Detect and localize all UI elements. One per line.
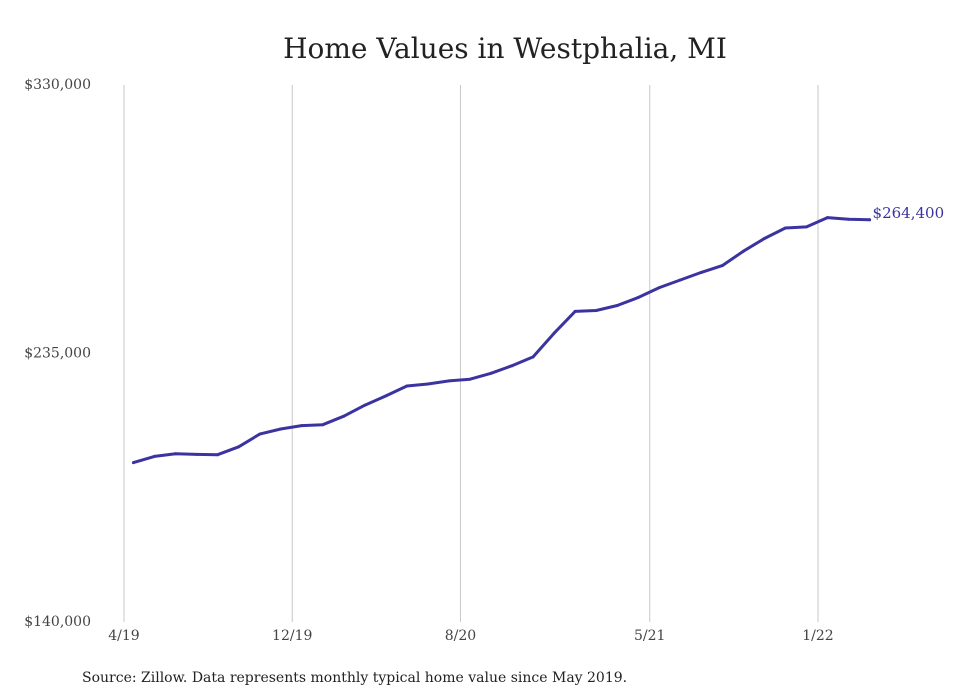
data-point: [237, 445, 241, 449]
data-point: [615, 304, 619, 307]
data-point: [783, 226, 787, 230]
data-point: [699, 270, 703, 274]
data-point: [300, 424, 304, 428]
data-point: [279, 427, 283, 431]
data-point: [805, 225, 808, 229]
source-note: Source: Zillow. Data represents monthly …: [82, 670, 627, 686]
data-point: [447, 379, 451, 383]
y-tick-label: $235,000: [24, 346, 91, 362]
data-point: [552, 331, 556, 335]
data-point: [657, 286, 661, 290]
data-point: [405, 384, 409, 388]
data-point: [132, 461, 135, 465]
data-point: [531, 355, 535, 359]
data-point: [489, 371, 493, 375]
data-point: [573, 309, 577, 313]
data-point: [868, 218, 872, 222]
chart-title: Home Values in Westphalia, MI: [283, 32, 727, 65]
vertical-gridlines: [123, 85, 819, 622]
data-point: [741, 249, 745, 253]
x-tick-label: 12/19: [272, 628, 312, 644]
x-tick-label: 8/20: [445, 628, 476, 644]
data-point: [762, 237, 766, 240]
data-point: [636, 296, 640, 299]
data-point: [426, 382, 430, 386]
y-tick-label: $140,000: [24, 614, 91, 630]
x-axis-tick-labels: 4/19 12/19 8/20 5/21 1/22: [108, 628, 833, 644]
data-point: [363, 403, 367, 407]
data-point: [594, 309, 598, 312]
data-point: [847, 217, 850, 221]
data-point: [321, 423, 325, 427]
data-point: [153, 454, 156, 458]
x-tick-label: 1/22: [802, 628, 833, 644]
data-point: [678, 278, 682, 282]
data-point: [216, 453, 220, 457]
y-tick-label: $330,000: [24, 77, 91, 93]
last-value-label: $264,400: [873, 204, 945, 222]
data-point: [342, 414, 346, 418]
data-point: [510, 364, 514, 368]
data-point: [720, 264, 724, 268]
series-line: [132, 216, 872, 465]
data-point: [195, 452, 199, 456]
data-point: [826, 216, 829, 220]
data-point: [468, 377, 472, 381]
x-tick-label: 5/21: [634, 628, 665, 644]
data-point: [258, 432, 262, 436]
x-tick-label: 4/19: [108, 628, 139, 644]
y-axis-tick-labels: $140,000 $235,000 $330,000: [24, 77, 91, 630]
data-point: [384, 394, 388, 398]
series-layer: [132, 216, 872, 465]
data-point: [174, 452, 178, 456]
